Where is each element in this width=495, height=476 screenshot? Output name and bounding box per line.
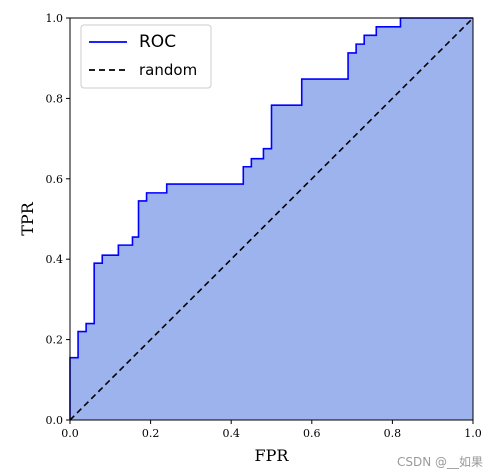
x-tick-label: 1.0 — [464, 427, 482, 440]
watermark: CSDN @__如果 — [396, 455, 483, 469]
x-tick-label: 0.6 — [303, 427, 321, 440]
y-tick-label: 0.0 — [46, 414, 64, 427]
x-tick-label: 0.0 — [61, 427, 79, 440]
y-tick-label: 0.4 — [46, 253, 64, 266]
y-tick-label: 0.6 — [46, 173, 64, 186]
x-axis-label: FPR — [255, 446, 290, 465]
random-diagonal-line — [69, 17, 474, 421]
roc-curve-line — [69, 17, 473, 420]
y-tick-label: 0.2 — [46, 334, 64, 347]
legend-roc-label: ROC — [139, 32, 176, 52]
axis-ticks: 0.0 0.2 0.4 0.6 0.8 1.0 0.0 0.2 0.4 0.6 0.8 1.0 — [46, 12, 482, 440]
legend-random-label: random — [139, 61, 197, 79]
y-axis-label: TPR — [18, 201, 37, 235]
y-tick-label: 0.8 — [46, 92, 64, 105]
plot-frame — [69, 17, 474, 421]
x-tick-label: 0.8 — [384, 427, 402, 440]
plot-area — [69, 17, 474, 421]
x-tick-label: 0.2 — [142, 427, 160, 440]
x-tick-label: 0.4 — [222, 427, 240, 440]
legend: ROC random — [80, 24, 212, 89]
y-tick-label: 1.0 — [46, 12, 64, 25]
legend-box — [80, 24, 212, 89]
